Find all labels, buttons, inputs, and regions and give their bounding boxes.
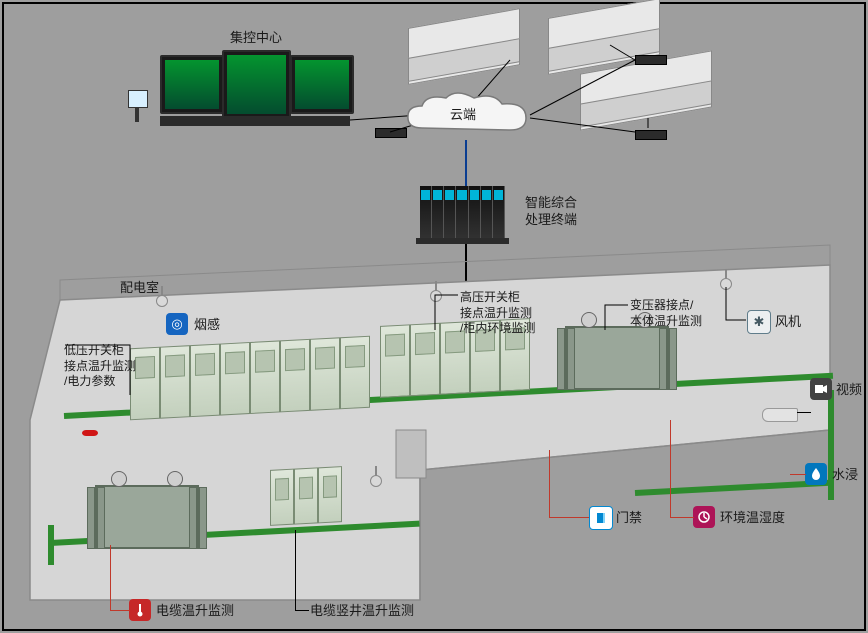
- smart-terminal: [420, 186, 505, 241]
- link-terminal-room: [465, 244, 467, 288]
- control-center-label: 集控中心: [230, 30, 282, 47]
- building-1: [408, 18, 518, 73]
- water-icon: [805, 463, 827, 485]
- transformer-1: [565, 326, 669, 390]
- leader-cable-h: [110, 610, 130, 611]
- door-label: 门禁: [616, 510, 642, 527]
- high-voltage-label: 高压开关柜 接点温升监测 /柜内环境监测: [460, 290, 535, 337]
- leader-lv: [60, 340, 140, 410]
- hub-2: [635, 55, 667, 65]
- terminal-label: 智能综合 处理终端: [525, 195, 577, 229]
- front-cabinets: [270, 466, 342, 526]
- leader-cable-v: [110, 545, 111, 611]
- hub-3: [635, 130, 667, 140]
- leader-env-h: [670, 517, 694, 518]
- cable-well-label: 电缆竖井温升监测: [310, 603, 414, 620]
- leader-water: [790, 474, 806, 475]
- cloud-label: 云端: [450, 107, 476, 124]
- fan-label: 风机: [775, 314, 801, 331]
- water-label: 水浸: [832, 467, 858, 484]
- smoke-label: 烟感: [194, 317, 220, 334]
- leader-fan: [720, 285, 760, 325]
- building-3: [580, 62, 710, 117]
- cable-icon: [129, 599, 151, 621]
- leader-tx: [600, 295, 640, 335]
- env-icon: [693, 506, 715, 528]
- control-center-monitors: [160, 50, 350, 130]
- transformer-2: [95, 485, 199, 549]
- diagram-stage: 集控中心 云端 智能综合 处理: [0, 0, 868, 633]
- room-label: 配电室: [120, 280, 159, 297]
- ceiling-sensor-3: [156, 295, 168, 307]
- env-label: 环境温湿度: [720, 510, 785, 527]
- cable-tray-4: [48, 525, 54, 565]
- low-voltage-cabinets: [130, 336, 370, 421]
- video-label: 视频: [836, 382, 862, 399]
- leader-hv: [430, 285, 470, 335]
- ceiling-sensor-4: [370, 475, 382, 487]
- video-icon: [810, 378, 832, 400]
- leader-door-v: [549, 450, 550, 518]
- door-icon: [589, 506, 613, 530]
- link-cloud-terminal: [465, 140, 467, 186]
- kiosk: [128, 90, 146, 120]
- cable-label: 电缆温升监测: [156, 603, 234, 620]
- smoke-icon: ◎: [166, 313, 188, 335]
- alarm-light: [82, 430, 98, 436]
- leader-video: [797, 412, 811, 413]
- leader-well-v: [295, 530, 296, 610]
- camera-icon: [762, 408, 798, 422]
- leader-door-h: [549, 517, 589, 518]
- transformer-label: 变压器接点/ 本体温升监测: [630, 298, 702, 329]
- leader-env-v: [670, 420, 671, 518]
- leader-well-h: [295, 610, 309, 611]
